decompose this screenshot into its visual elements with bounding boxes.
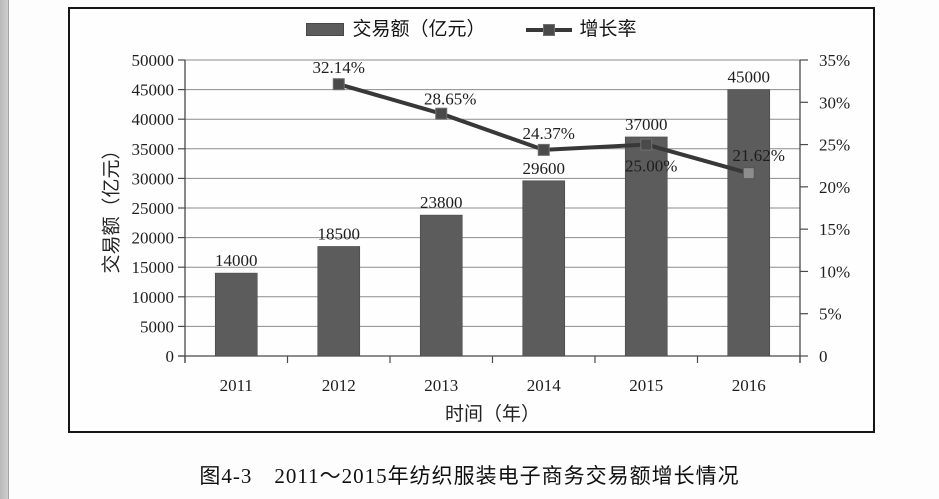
line-swatch-square-marker bbox=[542, 23, 555, 36]
bar-2015 bbox=[624, 136, 668, 357]
left-axis-tick-label: 5000 bbox=[140, 317, 174, 336]
growth-rate-value-label: 28.65% bbox=[424, 90, 476, 109]
x-axis-tick-label: 2014 bbox=[527, 376, 562, 395]
bar-value-label: 29600 bbox=[523, 159, 566, 178]
growth-rate-marker-2013 bbox=[435, 107, 448, 120]
legend-item-transaction-volume: 交易额（亿元） bbox=[306, 19, 486, 40]
left-axis-tick-label: 25000 bbox=[132, 199, 175, 218]
chart-frame: 交易额（亿元） 增长率 交易额（亿元） 0 5000 10000 15000 20000… bbox=[68, 7, 875, 433]
bar-2013 bbox=[419, 214, 463, 357]
bar-value-label: 23800 bbox=[420, 193, 463, 212]
growth-rate-marker-2012 bbox=[332, 78, 345, 91]
right-axis-tick-label: 10% bbox=[819, 262, 850, 281]
bar-2014 bbox=[522, 180, 566, 357]
left-axis-tick-label: 30000 bbox=[132, 169, 175, 188]
right-axis-tick-label: 15% bbox=[819, 220, 850, 239]
bar-value-label: 37000 bbox=[625, 115, 668, 134]
right-axis-tick-label: 30% bbox=[819, 93, 850, 112]
bar-2016 bbox=[727, 89, 771, 357]
x-axis-title: 时间（年） bbox=[445, 403, 540, 425]
x-axis-tick-label: 2013 bbox=[424, 376, 458, 395]
right-axis-tick-label: 0 bbox=[819, 347, 828, 366]
left-axis-tick-label: 40000 bbox=[132, 110, 175, 129]
growth-rate-marker-2014 bbox=[537, 143, 550, 156]
x-axis-tick-label: 2016 bbox=[732, 376, 766, 395]
line-marker-swatch-icon bbox=[525, 23, 572, 36]
right-axis-tick-label: 5% bbox=[819, 305, 842, 324]
right-axis-tick-label: 35% bbox=[819, 51, 850, 70]
left-axis-tick-label: 10000 bbox=[132, 288, 175, 307]
legend-label-transaction-volume: 交易额（亿元） bbox=[352, 19, 486, 40]
bar-value-label: 18500 bbox=[318, 224, 361, 243]
bar-swatch-icon bbox=[306, 23, 345, 36]
bar-2011 bbox=[214, 272, 258, 357]
growth-rate-value-label: 32.14% bbox=[313, 58, 365, 77]
bar-value-label: 14000 bbox=[215, 251, 258, 270]
growth-rate-marker-2016 bbox=[742, 167, 755, 180]
page-edge-strip bbox=[0, 0, 9, 499]
plot-area: 0 5000 10000 15000 20000 25000 30000 35000 40000… bbox=[132, 51, 851, 425]
legend-label-growth-rate: 增长率 bbox=[579, 19, 637, 40]
left-axis-tick-label: 0 bbox=[166, 347, 175, 366]
legend-item-growth-rate: 增长率 bbox=[525, 19, 637, 40]
left-axis-tick-label: 35000 bbox=[132, 140, 175, 159]
left-axis-tick-label: 45000 bbox=[132, 81, 175, 100]
x-axis-tick-label: 2015 bbox=[629, 376, 663, 395]
bar-value-label: 45000 bbox=[728, 68, 771, 87]
left-axis-tick-label: 15000 bbox=[132, 258, 175, 277]
right-axis-tick-label: 20% bbox=[819, 178, 850, 197]
figure-caption: 图4-3 2011～2015年纺织服装电子商务交易额增长情况 bbox=[199, 464, 740, 488]
x-axis-tick-label: 2012 bbox=[322, 376, 356, 395]
growth-rate-value-label: 24.37% bbox=[523, 124, 575, 143]
growth-rate-marker-2015 bbox=[640, 138, 653, 151]
bar-2012 bbox=[317, 246, 361, 357]
growth-rate-value-label: 21.62% bbox=[733, 146, 785, 165]
left-axis-tick-label: 20000 bbox=[132, 229, 175, 248]
left-axis-title: 交易额（亿元） bbox=[101, 140, 123, 274]
growth-rate-value-label: 25.00% bbox=[625, 157, 677, 176]
left-axis-tick-label: 50000 bbox=[132, 51, 175, 70]
right-axis-tick-label: 25% bbox=[819, 136, 850, 155]
chart-legend: 交易额（亿元） 增长率 bbox=[70, 20, 873, 39]
x-axis-tick-label: 2011 bbox=[220, 376, 253, 395]
